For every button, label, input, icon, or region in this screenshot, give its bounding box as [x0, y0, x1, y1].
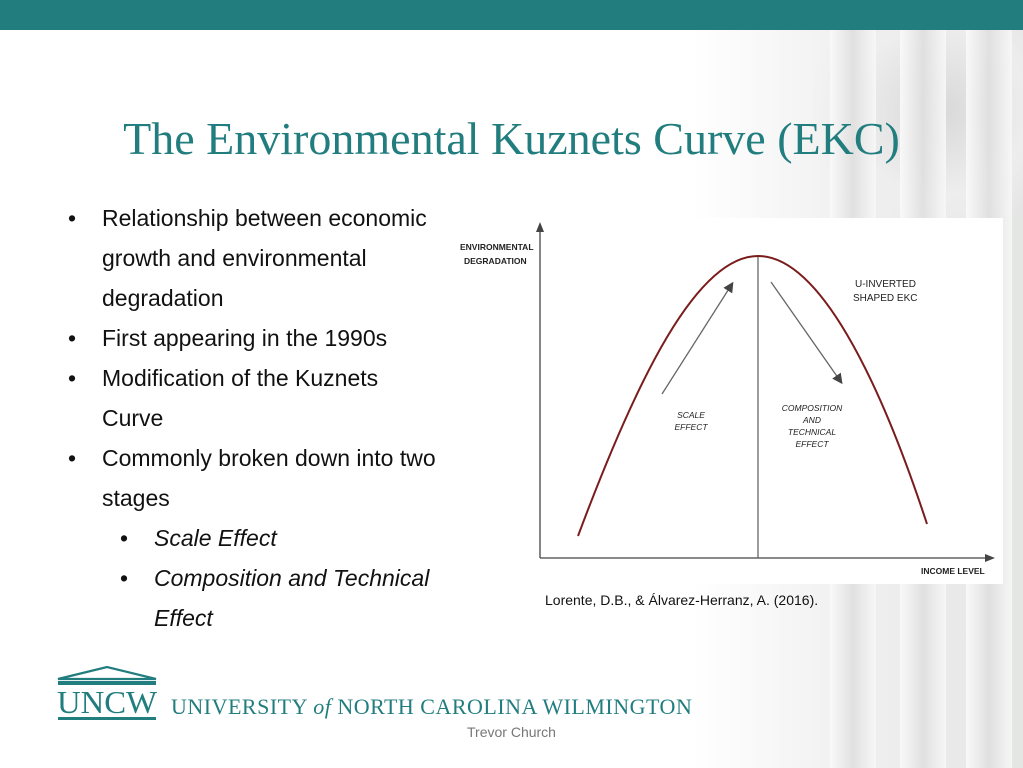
slide-title: The Environmental Kuznets Curve (EKC) — [123, 113, 900, 164]
logo-pediment-icon — [57, 666, 157, 681]
y-axis-label: DEGRADATION — [464, 256, 527, 266]
composition-effect-label: COMPOSITION — [782, 403, 843, 413]
curve-label: U-INVERTED — [855, 279, 916, 290]
y-axis-arrowhead — [536, 222, 544, 232]
scale-effect-arrow — [661, 281, 734, 395]
presenter-name-container: Trevor Church — [0, 724, 1023, 740]
y-axis-label: ENVIRONMENTAL — [460, 242, 534, 252]
ekc-diagram: ENVIRONMENTAL DEGRADATION INCOME LEVEL U… — [460, 222, 995, 576]
composition-effect-label: EFFECT — [795, 439, 829, 449]
bullet-item: First appearing in the 1990s — [62, 318, 442, 358]
uncw-logo: UNCW — [57, 666, 158, 720]
bullet-item: Modification of the Kuznets Curve — [62, 358, 442, 438]
ekc-figure: ENVIRONMENTAL DEGRADATION INCOME LEVEL U… — [447, 218, 1003, 584]
top-accent-bar — [0, 0, 1023, 30]
university-name-part: of — [313, 694, 332, 719]
composition-effect-arrow — [770, 281, 843, 385]
university-name-part: UNIVERSITY — [171, 694, 308, 719]
ekc-curve — [577, 254, 928, 537]
composition-effect-label: AND — [802, 415, 821, 425]
logo-text: UNCW — [57, 684, 158, 720]
x-axis-arrowhead — [985, 554, 995, 562]
bullet-item: Commonly broken down into two stages — [62, 438, 442, 518]
sub-bullet-item: Composition and Technical Effect — [62, 558, 442, 638]
composition-effect-label: TECHNICAL — [788, 427, 836, 437]
x-axis-label: INCOME LEVEL — [921, 566, 985, 576]
bullet-item: Relationship between economic growth and… — [62, 198, 442, 318]
sub-bullet-item: Scale Effect — [62, 518, 442, 558]
university-name: UNIVERSITY of NORTH CAROLINA WILMINGTON — [171, 694, 692, 720]
curve-label: SHAPED EKC — [853, 293, 917, 304]
scale-effect-label: SCALE — [677, 410, 705, 420]
logo-bar — [58, 681, 156, 685]
bullet-list: Relationship between economic growth and… — [62, 198, 442, 638]
university-name-part: NORTH CAROLINA WILMINGTON — [337, 694, 693, 719]
scale-effect-label: EFFECT — [674, 422, 708, 432]
logo-underline — [58, 717, 156, 720]
presenter-name: Trevor Church — [467, 724, 556, 740]
figure-citation: Lorente, D.B., & Álvarez-Herranz, A. (20… — [545, 592, 819, 608]
